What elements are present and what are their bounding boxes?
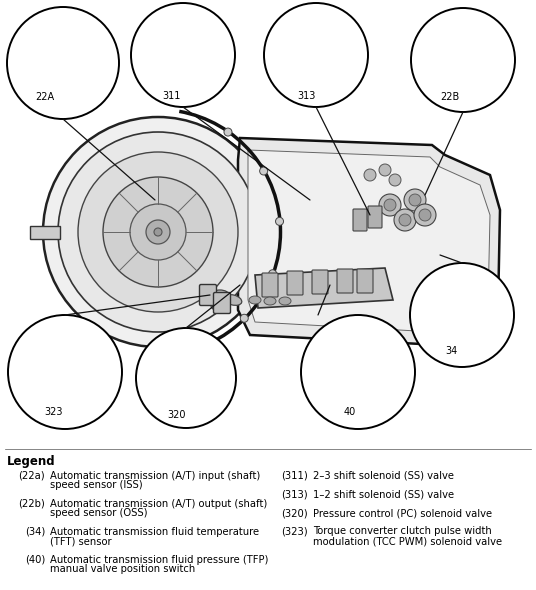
Circle shape <box>379 194 401 216</box>
Circle shape <box>364 169 376 181</box>
Circle shape <box>379 164 391 176</box>
Text: (40): (40) <box>25 555 45 565</box>
Circle shape <box>276 217 284 225</box>
Circle shape <box>419 209 431 221</box>
Circle shape <box>78 152 238 312</box>
Ellipse shape <box>211 290 229 300</box>
Text: (311): (311) <box>281 471 308 481</box>
Text: Torque converter clutch pulse width: Torque converter clutch pulse width <box>313 526 492 536</box>
FancyBboxPatch shape <box>357 269 373 293</box>
Circle shape <box>8 315 122 429</box>
Text: (TFT) sensor: (TFT) sensor <box>50 536 111 546</box>
Circle shape <box>411 8 515 112</box>
Text: (22a): (22a) <box>18 471 45 481</box>
Text: Pressure control (PC) solenoid valve: Pressure control (PC) solenoid valve <box>313 508 492 518</box>
Circle shape <box>224 128 232 136</box>
Circle shape <box>264 3 368 107</box>
Text: speed sensor (OSS): speed sensor (OSS) <box>50 509 147 519</box>
Ellipse shape <box>224 294 242 306</box>
Text: Legend: Legend <box>7 455 56 468</box>
Text: Automatic transmission fluid temperature: Automatic transmission fluid temperature <box>50 527 259 537</box>
Circle shape <box>131 3 235 107</box>
Circle shape <box>410 263 514 367</box>
Ellipse shape <box>211 300 229 310</box>
Ellipse shape <box>279 297 291 305</box>
Polygon shape <box>238 138 500 345</box>
Circle shape <box>414 204 436 226</box>
Text: 22B: 22B <box>440 92 459 102</box>
Text: Automatic transmission (A/T) input (shaft): Automatic transmission (A/T) input (shaf… <box>50 471 260 481</box>
Text: 323: 323 <box>44 407 63 417</box>
FancyBboxPatch shape <box>337 269 353 293</box>
FancyBboxPatch shape <box>312 270 328 294</box>
Text: speed sensor (ISS): speed sensor (ISS) <box>50 480 143 490</box>
FancyBboxPatch shape <box>353 209 367 231</box>
Text: (34): (34) <box>25 527 45 537</box>
Circle shape <box>154 228 162 236</box>
Circle shape <box>409 194 421 206</box>
Text: 22A: 22A <box>35 92 54 102</box>
Circle shape <box>399 214 411 226</box>
Circle shape <box>384 199 396 211</box>
Circle shape <box>146 220 170 244</box>
Polygon shape <box>255 268 393 308</box>
Text: 34: 34 <box>445 346 457 356</box>
Text: 40: 40 <box>344 407 356 417</box>
Circle shape <box>269 270 277 278</box>
Ellipse shape <box>264 297 276 305</box>
Text: 2–3 shift solenoid (SS) valve: 2–3 shift solenoid (SS) valve <box>313 471 454 481</box>
FancyBboxPatch shape <box>287 271 303 295</box>
Polygon shape <box>248 150 490 332</box>
Circle shape <box>7 7 119 119</box>
Text: (313): (313) <box>281 490 308 500</box>
Text: 1–2 shift solenoid (SS) valve: 1–2 shift solenoid (SS) valve <box>313 490 454 500</box>
FancyBboxPatch shape <box>262 273 278 297</box>
Text: modulation (TCC PWM) solenoid valve: modulation (TCC PWM) solenoid valve <box>313 536 502 546</box>
Circle shape <box>389 174 401 186</box>
Circle shape <box>58 132 258 332</box>
Circle shape <box>240 314 248 322</box>
Ellipse shape <box>249 296 261 304</box>
Text: (323): (323) <box>281 526 308 536</box>
FancyBboxPatch shape <box>199 284 217 306</box>
Circle shape <box>394 209 416 231</box>
Bar <box>30 226 60 239</box>
Text: Automatic transmission fluid pressure (TFP): Automatic transmission fluid pressure (T… <box>50 555 269 565</box>
Circle shape <box>206 339 213 346</box>
FancyBboxPatch shape <box>213 293 230 313</box>
Circle shape <box>136 328 236 428</box>
Text: (22b): (22b) <box>18 499 45 509</box>
Text: (320): (320) <box>281 508 308 518</box>
Text: 311: 311 <box>162 91 181 101</box>
Circle shape <box>43 117 273 347</box>
FancyBboxPatch shape <box>368 206 382 228</box>
Circle shape <box>301 315 415 429</box>
Text: 313: 313 <box>297 91 315 101</box>
Circle shape <box>404 189 426 211</box>
Circle shape <box>259 167 267 175</box>
Text: 320: 320 <box>167 410 185 420</box>
Circle shape <box>103 177 213 287</box>
Text: Automatic transmission (A/T) output (shaft): Automatic transmission (A/T) output (sha… <box>50 499 267 509</box>
Text: manual valve position switch: manual valve position switch <box>50 565 195 575</box>
Circle shape <box>130 204 186 260</box>
